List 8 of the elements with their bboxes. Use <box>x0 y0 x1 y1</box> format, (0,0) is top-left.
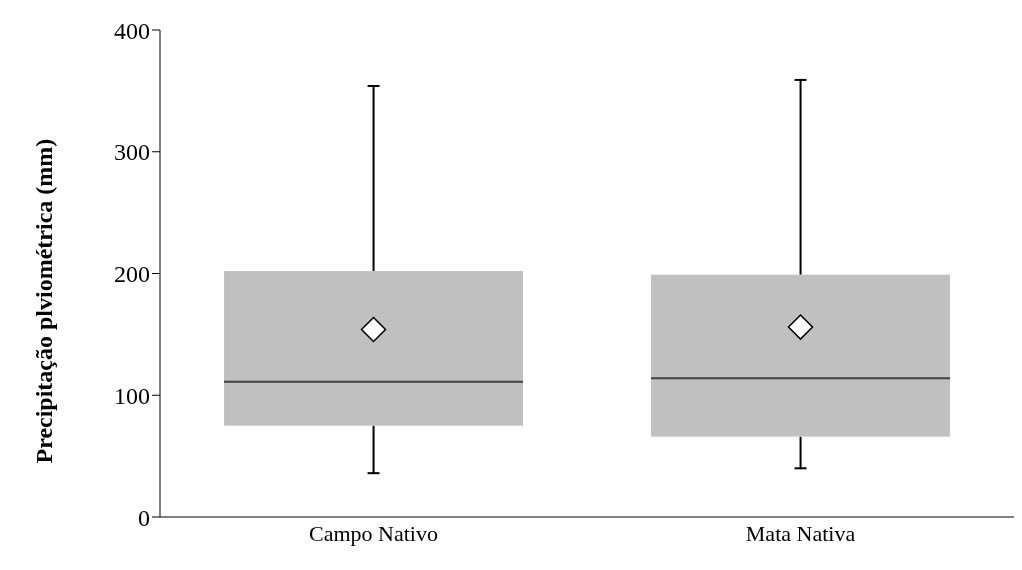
x-tick-label: Mata Nativa <box>745 520 856 546</box>
y-tick-label: 100 <box>114 382 150 409</box>
y-axis-title: Precipitação plviométrica (mm) <box>30 138 57 464</box>
x-tick-label: Campo Nativo <box>309 520 438 546</box>
y-tick-label: 300 <box>114 139 150 166</box>
y-tick-label: 200 <box>114 261 150 288</box>
y-tick-label: 400 <box>114 17 150 44</box>
y-tick-label: 0 <box>138 504 150 531</box>
